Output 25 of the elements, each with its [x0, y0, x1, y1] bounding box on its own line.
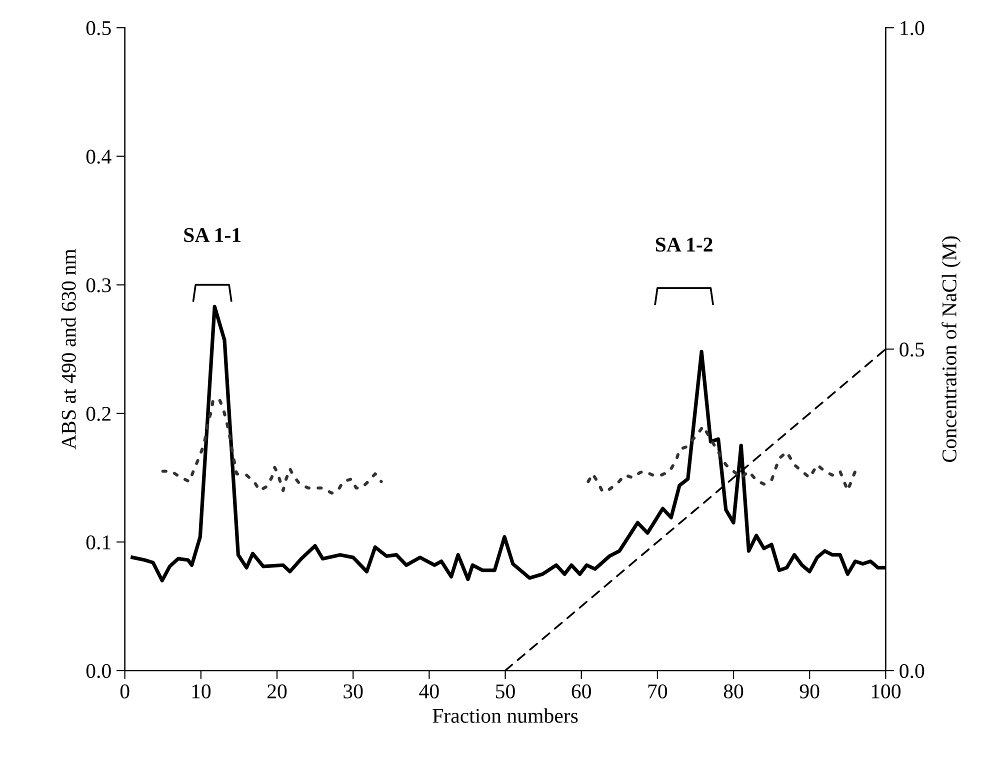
x-tick-label: 30 [344, 684, 363, 698]
x-tick-label: 0 [120, 684, 130, 698]
y-tick-label: 0.0 [86, 664, 111, 678]
y2-tick-label: 0.5 [900, 342, 924, 357]
annotation: SA 1-2 [656, 238, 712, 252]
y2-axis-title: Concentration of NaCl (M) [942, 236, 961, 462]
x-tick-label: 70 [648, 684, 668, 698]
x-tick-label: 90 [800, 684, 820, 698]
x-tick-label: 100 [872, 684, 901, 698]
x-tick-label: 80 [724, 684, 744, 698]
x-axis-title: Fraction numbers [432, 708, 578, 723]
y-tick-label: 0.4 [86, 150, 112, 164]
x-tick-label: 10 [192, 684, 211, 698]
y-tick-label: 0.5 [86, 21, 111, 36]
y2-tick-label: 1.0 [900, 21, 924, 36]
x-tick-label: 40 [419, 684, 439, 698]
x-tick-label: 20 [268, 684, 287, 698]
y2-tick-label: 0.0 [900, 664, 924, 678]
y-tick-label: 0.1 [86, 535, 110, 550]
x-tick-label: 60 [572, 684, 591, 698]
y-axis-title: ABS at 490 and 630 nm [61, 249, 76, 450]
y-tick-label: 0.2 [86, 406, 110, 421]
y-tick-label: 0.3 [86, 278, 111, 292]
annotation: SA 1-1 [184, 228, 240, 242]
x-tick-label: 50 [496, 684, 515, 698]
